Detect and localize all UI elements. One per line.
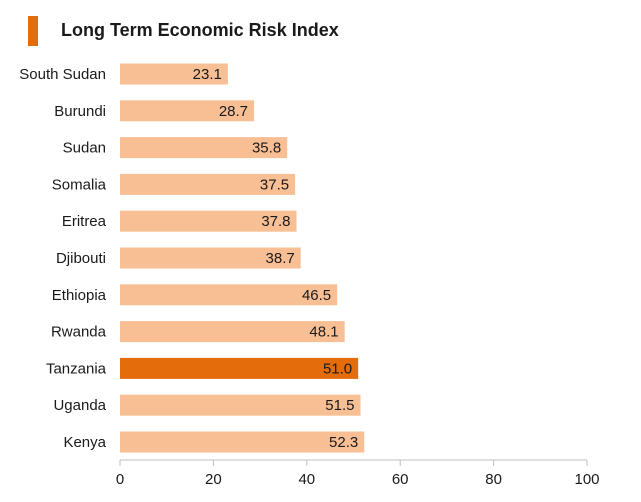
value-label-south-sudan: 23.1 — [193, 66, 222, 83]
bar-somalia — [120, 173, 296, 195]
title-marker — [28, 16, 38, 46]
value-label-somalia: 37.5 — [260, 176, 289, 193]
bar-rwanda — [120, 321, 345, 343]
x-tick-label-100: 100 — [574, 471, 599, 488]
category-label-kenya: Kenya — [63, 434, 106, 451]
category-label-somalia: Somalia — [52, 176, 107, 193]
bars-group: South Sudan 23.1 Burundi 28.7 Sudan 35.8 Somal… — [19, 63, 365, 453]
value-label-burundi: 28.7 — [219, 103, 248, 120]
category-label-ethiopia: Ethiopia — [52, 287, 107, 304]
category-label-tanzania: Tanzania — [46, 360, 107, 377]
bar-burundi — [120, 100, 255, 122]
bar-sudan — [120, 137, 288, 159]
value-label-ethiopia: 46.5 — [302, 287, 331, 304]
category-label-burundi: Burundi — [54, 103, 106, 120]
bar-uganda — [120, 394, 361, 416]
x-tick-label-60: 60 — [392, 471, 409, 488]
x-tick-label-40: 40 — [298, 471, 315, 488]
x-axis: 0 20 40 60 80 100 — [116, 459, 600, 488]
category-label-eritrea: Eritrea — [62, 213, 107, 230]
value-label-kenya: 52.3 — [329, 434, 358, 451]
value-label-tanzania: 51.0 — [323, 360, 352, 377]
bar-djibouti — [120, 247, 301, 269]
value-label-uganda: 51.5 — [325, 397, 354, 414]
bar-tanzania — [120, 357, 359, 379]
x-tick-label-20: 20 — [205, 471, 222, 488]
category-label-uganda: Uganda — [53, 397, 106, 414]
bar-ethiopia — [120, 284, 338, 306]
value-label-rwanda: 48.1 — [309, 324, 338, 341]
x-tick-label-80: 80 — [485, 471, 502, 488]
category-label-south-sudan: South Sudan — [19, 66, 106, 83]
value-label-eritrea: 37.8 — [261, 213, 290, 230]
value-label-djibouti: 38.7 — [266, 250, 295, 267]
value-label-sudan: 35.8 — [252, 140, 281, 157]
x-tick-label-0: 0 — [116, 471, 124, 488]
category-label-rwanda: Rwanda — [51, 324, 107, 341]
bar-south-sudan — [120, 63, 228, 85]
chart-title: Long Term Economic Risk Index — [61, 20, 339, 40]
category-label-djibouti: Djibouti — [56, 250, 106, 267]
bar-kenya — [120, 431, 365, 453]
category-label-sudan: Sudan — [63, 140, 106, 157]
bar-eritrea — [120, 210, 297, 232]
